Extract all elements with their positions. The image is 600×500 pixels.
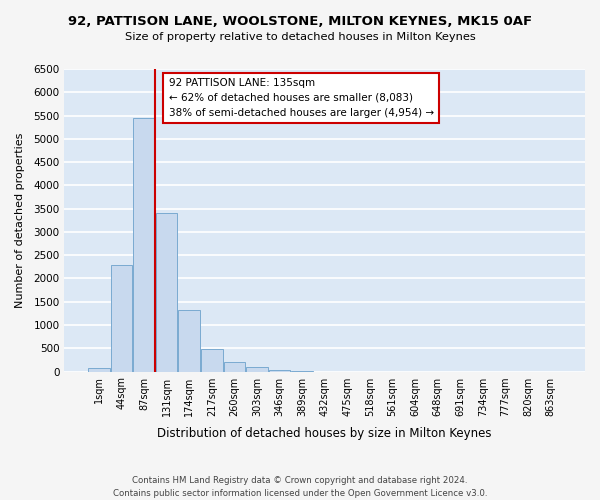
Bar (246, 368, 268, 372)
Bar (224, 362, 245, 372)
Text: 92 PATTISON LANE: 135sqm
← 62% of detached houses are smaller (8,083)
38% of sem: 92 PATTISON LANE: 135sqm ← 62% of detach… (169, 78, 434, 118)
Bar (133, 118, 155, 372)
Bar (88, 368, 110, 372)
Text: Contains HM Land Registry data © Crown copyright and database right 2024.
Contai: Contains HM Land Registry data © Crown c… (113, 476, 487, 498)
Bar (110, 266, 132, 372)
Bar (178, 310, 200, 372)
Bar (201, 349, 223, 372)
Bar (156, 214, 178, 372)
Bar (269, 370, 290, 372)
Y-axis label: Number of detached properties: Number of detached properties (15, 132, 25, 308)
Text: 92, PATTISON LANE, WOOLSTONE, MILTON KEYNES, MK15 0AF: 92, PATTISON LANE, WOOLSTONE, MILTON KEY… (68, 15, 532, 28)
X-axis label: Distribution of detached houses by size in Milton Keynes: Distribution of detached houses by size … (157, 427, 492, 440)
Text: Size of property relative to detached houses in Milton Keynes: Size of property relative to detached ho… (125, 32, 475, 42)
